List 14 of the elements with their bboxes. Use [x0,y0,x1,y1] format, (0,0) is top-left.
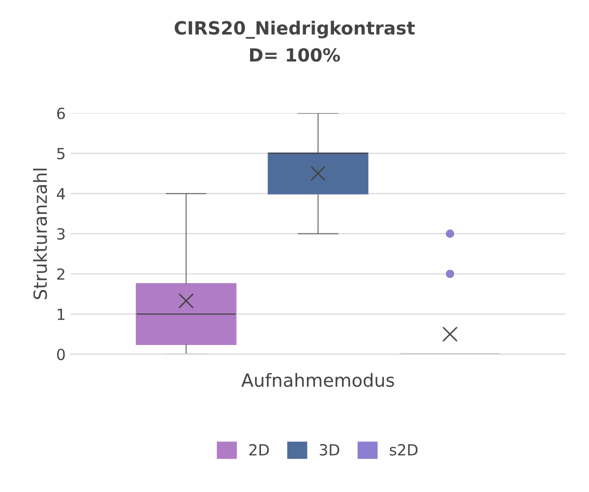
y-tick-label: 0 [57,348,65,360]
y-tick-label: 2 [57,268,64,280]
y-tick-label: 6 [57,108,65,120]
y-tick-label: 4 [56,188,65,200]
legend-label: 3D [320,444,340,456]
chart-subtitle: D= 100% [250,48,340,62]
x-axis-title: Aufnahmemodus [241,372,394,387]
y-tick-label: 5 [57,148,64,160]
legend-label: 2D [249,444,269,456]
y-tick-label: 3 [57,228,65,240]
y-tick-label: 1 [58,308,64,320]
chart-title: CIRS20_Niedrigkontrast [174,20,415,39]
legend-label: s2D [390,444,418,456]
y-axis-title: Strukturanzahl [33,168,48,300]
